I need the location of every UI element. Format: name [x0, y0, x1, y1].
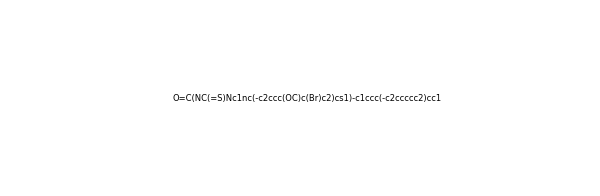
Text: O=C(NC(=S)Nc1nc(-c2ccc(OC)c(Br)c2)cs1)-c1ccc(-c2ccccc2)cc1: O=C(NC(=S)Nc1nc(-c2ccc(OC)c(Br)c2)cs1)-c…	[173, 94, 442, 103]
